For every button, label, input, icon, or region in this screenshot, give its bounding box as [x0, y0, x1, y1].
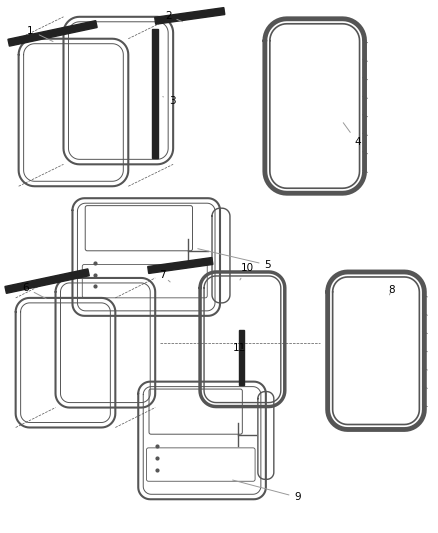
Polygon shape	[240, 330, 244, 385]
Text: 6: 6	[22, 283, 46, 298]
Text: 7: 7	[159, 270, 170, 282]
Polygon shape	[155, 7, 225, 24]
Polygon shape	[148, 257, 213, 273]
Text: 11: 11	[233, 343, 247, 353]
Text: 10: 10	[240, 263, 254, 280]
Text: 9: 9	[233, 480, 301, 502]
Text: 8: 8	[388, 285, 395, 295]
Text: 2: 2	[165, 11, 183, 22]
Polygon shape	[5, 269, 89, 293]
Text: 3: 3	[163, 95, 176, 106]
Polygon shape	[152, 29, 158, 158]
Polygon shape	[8, 21, 97, 46]
Text: 4: 4	[343, 123, 361, 148]
Text: 1: 1	[27, 26, 53, 42]
Text: 5: 5	[198, 249, 271, 270]
